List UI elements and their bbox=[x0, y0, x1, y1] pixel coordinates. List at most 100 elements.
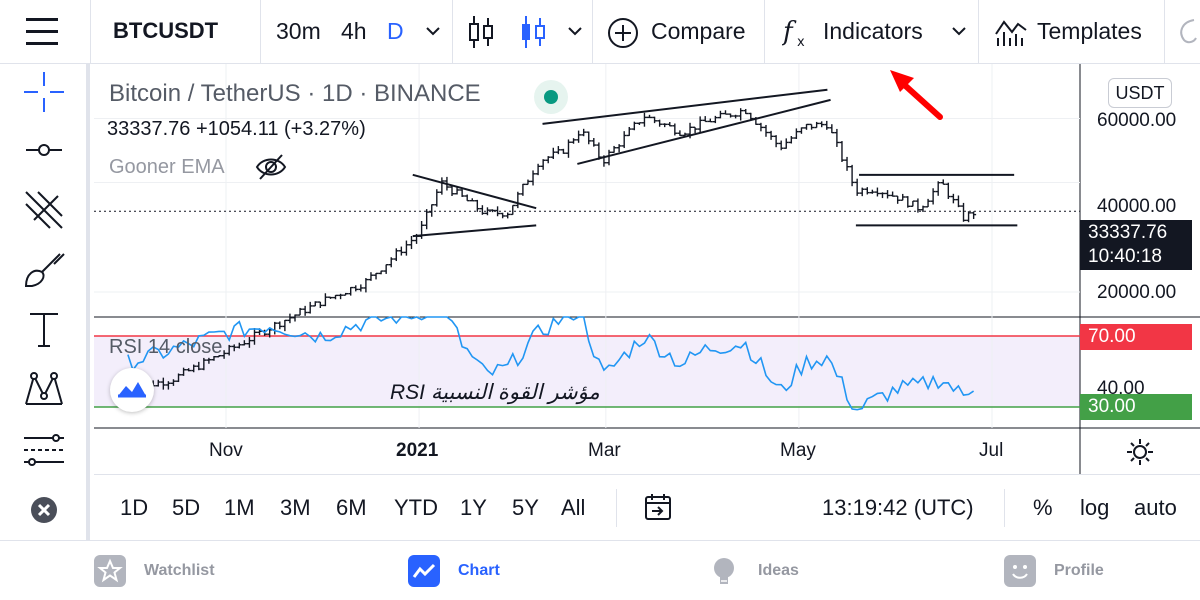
price-bar bbox=[971, 211, 977, 220]
chart-grid bbox=[94, 64, 1200, 474]
range-divider bbox=[1004, 489, 1005, 527]
range-3m[interactable]: 3M bbox=[280, 495, 311, 520]
price-bar bbox=[297, 307, 303, 316]
price-bar bbox=[900, 193, 906, 201]
smiley-icon bbox=[1004, 555, 1036, 587]
percent-scale-toggle[interactable]: % bbox=[1033, 495, 1053, 520]
go-to-date-icon[interactable] bbox=[642, 491, 674, 523]
price-bar bbox=[474, 199, 480, 212]
price-bar bbox=[824, 120, 830, 130]
horizontal-line-tool-icon[interactable] bbox=[20, 126, 68, 174]
price-bar bbox=[915, 198, 921, 213]
log-scale-toggle[interactable]: log bbox=[1080, 495, 1110, 520]
price-bar bbox=[581, 128, 587, 137]
price-bar bbox=[626, 126, 632, 137]
toolbar-divider bbox=[1164, 0, 1165, 64]
range-5d[interactable]: 5D bbox=[172, 495, 201, 520]
crosshair-icon[interactable] bbox=[20, 68, 68, 116]
auto-scale-toggle[interactable]: auto bbox=[1134, 495, 1177, 520]
symbol-legend: Bitcoin / TetherUS · 1D · BINANCE bbox=[109, 80, 481, 107]
price-bar bbox=[186, 368, 192, 372]
chart-area[interactable]: Bitcoin / TetherUS · 1D · BINANCE 33337.… bbox=[94, 64, 1200, 474]
price-bar bbox=[961, 202, 967, 222]
price-bar bbox=[641, 112, 647, 127]
fib-tool-icon[interactable] bbox=[20, 186, 68, 234]
symbol-button[interactable]: BTCUSDT bbox=[113, 18, 219, 43]
brush-tool-icon[interactable] bbox=[20, 246, 68, 294]
price-bar bbox=[677, 130, 683, 137]
utc-clock[interactable]: 13:19:42 (UTC) bbox=[822, 495, 974, 520]
pattern-tool-icon[interactable] bbox=[20, 366, 68, 414]
price-chart[interactable] bbox=[94, 64, 1200, 474]
currency-badge[interactable]: USDT bbox=[1108, 78, 1172, 108]
price-tick: 20000.00 bbox=[1097, 282, 1177, 303]
price-bar bbox=[429, 204, 435, 217]
price-bar bbox=[479, 205, 485, 215]
indicators-button[interactable]: Indicators bbox=[823, 18, 923, 44]
price-bar bbox=[246, 337, 252, 348]
price-bar bbox=[591, 138, 597, 147]
price-bar bbox=[464, 194, 470, 202]
price-bar bbox=[616, 144, 622, 153]
price-bar bbox=[555, 146, 561, 155]
last-price: 33337.76 bbox=[1088, 222, 1168, 243]
chevron-down-icon[interactable] bbox=[566, 24, 584, 38]
toolbar-divider bbox=[592, 0, 593, 64]
price-bar bbox=[251, 328, 257, 345]
bar-chart-style-icon[interactable] bbox=[466, 14, 496, 50]
ema-legend[interactable]: Gooner EMA bbox=[109, 156, 225, 178]
range-ytd[interactable]: YTD bbox=[394, 495, 438, 520]
hamburger-icon[interactable] bbox=[22, 14, 62, 50]
range-5y[interactable]: 5Y bbox=[512, 495, 539, 520]
price-bar bbox=[327, 296, 333, 299]
price-bar bbox=[221, 350, 227, 359]
price-bar bbox=[885, 190, 891, 199]
interval-30m[interactable]: 30m bbox=[276, 18, 321, 44]
range-1d[interactable]: 1D bbox=[120, 495, 149, 520]
price-bar bbox=[358, 284, 364, 292]
templates-button[interactable]: Templates bbox=[1037, 18, 1142, 44]
measure-tool-icon[interactable] bbox=[20, 426, 68, 474]
price-bar bbox=[895, 195, 901, 204]
range-1m[interactable]: 1M bbox=[224, 495, 255, 520]
range-all[interactable]: All bbox=[561, 495, 586, 520]
remove-drawings-icon[interactable] bbox=[20, 488, 68, 536]
price-bar bbox=[287, 313, 293, 324]
price-bar bbox=[798, 127, 804, 134]
range-1y[interactable]: 1Y bbox=[460, 495, 487, 520]
plus-circle-icon[interactable] bbox=[607, 17, 639, 49]
price-bar bbox=[236, 342, 242, 349]
settings-gear-icon[interactable] bbox=[1124, 436, 1156, 468]
nav-label: Ideas bbox=[758, 562, 799, 579]
trendline bbox=[577, 98, 831, 165]
interval-4h[interactable]: 4h bbox=[341, 18, 367, 44]
price-bar bbox=[804, 123, 810, 130]
interval-d[interactable]: D bbox=[387, 18, 404, 44]
rsi-upper-tag: 70.00 bbox=[1080, 324, 1192, 350]
price-bar bbox=[333, 294, 339, 300]
price-bar bbox=[662, 123, 668, 128]
price-bar bbox=[530, 170, 536, 186]
templates-icon[interactable] bbox=[994, 16, 1028, 48]
text-tool-icon[interactable] bbox=[20, 306, 68, 354]
more-tools-icon[interactable] bbox=[1174, 16, 1200, 48]
candles-icon[interactable] bbox=[518, 14, 548, 50]
price-bar bbox=[788, 136, 794, 144]
rsi-legend[interactable]: RSI 14 close bbox=[109, 336, 223, 358]
svg-text:x: x bbox=[797, 35, 805, 50]
eye-crossed-icon[interactable] bbox=[254, 152, 288, 182]
price-bar bbox=[712, 115, 718, 124]
price-bar bbox=[525, 179, 531, 186]
range-6m[interactable]: 6M bbox=[336, 495, 367, 520]
compare-button[interactable]: Compare bbox=[651, 18, 746, 44]
price-bar bbox=[611, 145, 617, 153]
chevron-down-icon[interactable] bbox=[424, 24, 442, 38]
price-bar bbox=[935, 181, 941, 196]
price-bar bbox=[348, 286, 354, 296]
price-bar bbox=[490, 209, 496, 213]
toolbar-divider bbox=[452, 0, 453, 64]
toolbar-divider bbox=[260, 0, 261, 64]
chevron-down-icon[interactable] bbox=[950, 24, 968, 38]
price-bar bbox=[829, 124, 835, 134]
